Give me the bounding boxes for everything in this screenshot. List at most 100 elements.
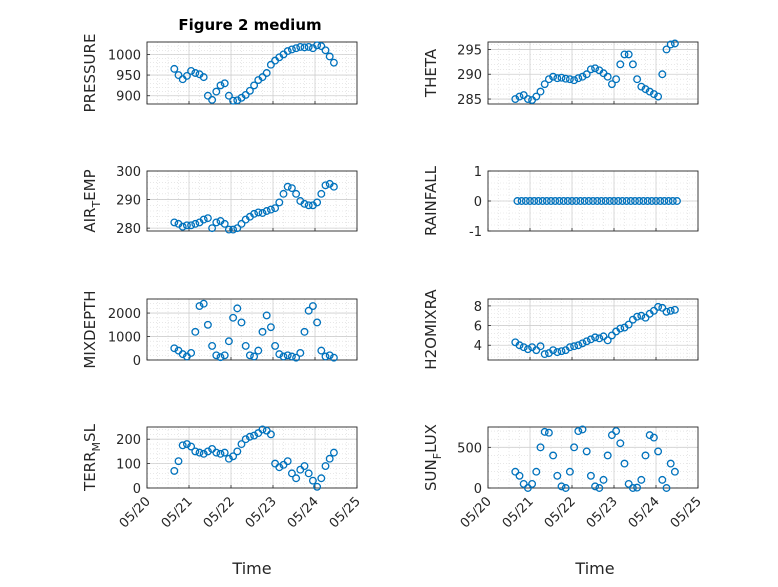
data-point [649, 90, 658, 99]
data-point [250, 352, 259, 361]
data-point [654, 302, 663, 311]
data-point [591, 333, 600, 342]
subplot-2: 285 290 295 THETA [422, 39, 699, 108]
data-point [628, 60, 637, 69]
data-point [313, 318, 322, 327]
data-point [191, 327, 200, 336]
data-point [195, 448, 204, 457]
data-point [300, 462, 309, 470]
data-point [329, 353, 338, 362]
data-point [523, 95, 532, 103]
y-axis-label-subscript: F [431, 453, 444, 459]
y-axis-label-text: EMP [81, 169, 99, 200]
y-tick-label: 300 [116, 165, 141, 180]
y-axis-label-subscript: T [90, 201, 103, 209]
data-point [317, 474, 326, 483]
data-markers [170, 425, 338, 491]
data-point [174, 71, 183, 80]
data-point [536, 87, 545, 96]
data-point [220, 351, 229, 360]
data-point [519, 479, 528, 488]
data-markers [170, 179, 338, 234]
data-point [182, 71, 191, 80]
data-point [300, 43, 309, 52]
data-point [578, 72, 587, 81]
data-point [565, 75, 574, 84]
data-point [616, 324, 625, 333]
data-point [304, 469, 313, 478]
y-axis-label-subscript: M [90, 442, 103, 452]
data-point [292, 189, 301, 198]
data-point [170, 466, 179, 475]
data-point [224, 225, 233, 234]
data-point [317, 189, 326, 198]
major-grid [488, 427, 698, 488]
data-point [304, 43, 313, 51]
y-tick-label: 0 [474, 195, 482, 210]
data-point [300, 327, 309, 336]
data-point [603, 336, 612, 345]
data-point [612, 75, 621, 84]
y-tick-label: 290 [116, 194, 141, 209]
y-axis-label-text: H2OMIXRA [422, 289, 440, 370]
data-point [633, 312, 642, 321]
data-point [637, 82, 646, 91]
data-point [578, 425, 587, 434]
data-point [576, 197, 585, 205]
data-point [203, 320, 212, 329]
data-point [191, 69, 200, 77]
data-point [673, 197, 681, 205]
data-point [536, 342, 545, 351]
data-point [662, 484, 671, 492]
data-point [283, 182, 292, 191]
y-tick-label: 290 [457, 68, 482, 83]
data-point [195, 302, 204, 310]
data-point [637, 475, 646, 484]
data-point [258, 209, 267, 217]
data-point [182, 221, 191, 230]
data-point [549, 72, 558, 81]
data-point [670, 39, 679, 48]
data-point [313, 41, 322, 50]
y-tick-label: -1 [469, 225, 482, 240]
data-point [624, 50, 633, 59]
axes-box [146, 170, 358, 232]
data-point [304, 201, 313, 210]
y-axis-label: TERRMSL [81, 423, 103, 492]
data-point [224, 454, 233, 463]
y-axis-label: SUNFLUX [422, 424, 444, 491]
data-point [178, 350, 187, 359]
subplot-4: -1 0 1 RAINFALL [422, 165, 699, 240]
data-point [292, 474, 301, 483]
data-point [591, 64, 600, 73]
data-point [616, 439, 625, 448]
data-point [187, 349, 196, 357]
data-point [170, 344, 179, 353]
data-point [572, 197, 581, 205]
subplot-5: 0 1000 2000 MIXDEPTH [81, 290, 358, 369]
data-point [528, 479, 537, 488]
data-point [515, 92, 524, 101]
y-axis-label-text: LUX [422, 424, 440, 453]
y-axis-label: THETA [422, 48, 440, 98]
data-point [258, 425, 267, 434]
y-axis-label: MIXDEPTH [81, 290, 99, 368]
data-point [658, 475, 667, 484]
data-point [589, 197, 597, 205]
data-point [187, 221, 196, 230]
y-axis-label-text: SUN [422, 459, 440, 491]
subplot-6: 4 6 8 H2OMIXRA [422, 289, 699, 370]
data-point [254, 208, 263, 217]
data-point [641, 451, 650, 460]
y-tick-label: 1000 [108, 48, 141, 63]
y-tick-label: 280 [116, 222, 141, 237]
data-point [658, 303, 667, 312]
data-point [654, 92, 663, 101]
data-point [670, 467, 679, 476]
data-point [254, 346, 263, 355]
data-point [275, 198, 284, 207]
data-point [250, 209, 259, 218]
data-point [618, 197, 627, 205]
data-point [216, 449, 225, 458]
